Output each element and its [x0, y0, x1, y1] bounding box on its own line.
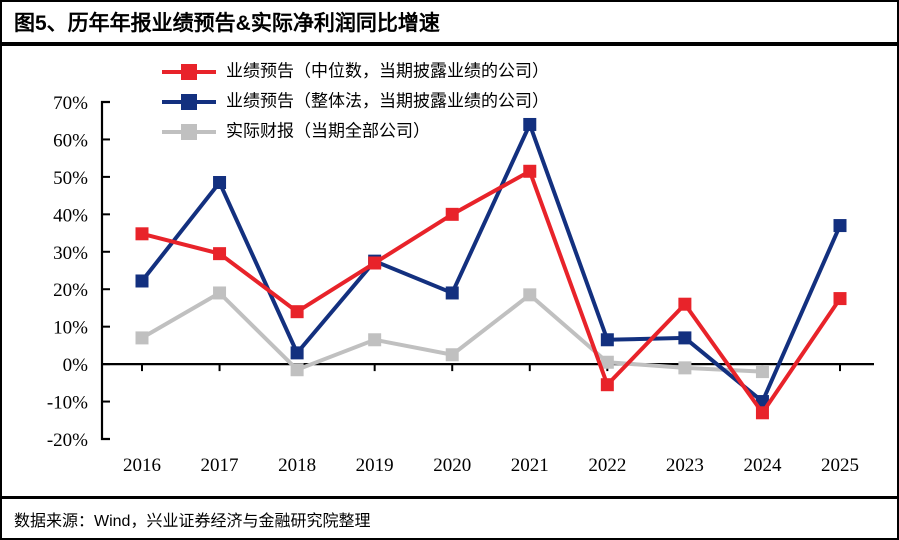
- series-line: [141, 168, 842, 417]
- data-point-marker: [523, 117, 537, 131]
- data-point-marker: [445, 207, 459, 221]
- data-point-marker: [600, 333, 614, 347]
- y-axis-tick-label: 10%: [53, 318, 88, 339]
- y-axis-tick-label: 0%: [63, 355, 89, 376]
- legend-item[interactable]: 业绩预告（整体法，当期披露业绩的公司）: [162, 91, 549, 110]
- data-point-marker: [290, 305, 304, 319]
- y-axis-tick-label: 20%: [53, 280, 88, 301]
- legend-label: 实际财报（当期全部公司）: [226, 121, 430, 140]
- data-point-marker: [523, 288, 537, 302]
- data-point-marker: [445, 286, 459, 300]
- series-1: [135, 164, 847, 420]
- data-point-marker: [213, 247, 227, 261]
- legend-marker-swatch: [181, 64, 197, 80]
- y-axis-tick-label: 60%: [53, 130, 88, 151]
- x-axis-tick-label: 2025: [821, 455, 859, 476]
- data-point-marker: [600, 355, 614, 369]
- data-point-marker: [755, 365, 769, 379]
- y-axis-line: [100, 100, 110, 441]
- data-point-marker: [678, 361, 692, 375]
- data-point-marker: [213, 286, 227, 300]
- x-axis-tick-label: 2022: [588, 455, 626, 476]
- x-axis-tick-label: 2024: [743, 455, 782, 476]
- data-point-marker: [135, 227, 149, 241]
- x-axis-tick-label: 2017: [201, 455, 239, 476]
- data-point-marker: [135, 274, 149, 288]
- legend-item[interactable]: 实际财报（当期全部公司）: [162, 121, 430, 140]
- data-point-marker: [290, 346, 304, 360]
- x-axis-tick-label: 2020: [433, 455, 471, 476]
- data-point-marker: [445, 348, 459, 362]
- chart-plot-area: 70% 60% 50% 40% 30% 20% 10% 0% -10% -20% 2016 2017 2…: [2, 50, 897, 496]
- x-axis-tick-label: 2018: [278, 455, 316, 476]
- figure-footer-bar: 数据来源：Wind，兴业证券经济与金融研究院整理: [2, 496, 897, 538]
- data-point-marker: [135, 331, 149, 345]
- data-point-marker: [523, 164, 537, 178]
- x-axis-tick-label: 2023: [666, 455, 704, 476]
- data-point-marker: [833, 219, 847, 233]
- data-point-marker: [290, 363, 304, 377]
- y-axis-tick-label: 40%: [53, 205, 88, 226]
- x-axis-tick-label: 2019: [356, 455, 394, 476]
- y-axis-tick-label: -10%: [47, 393, 88, 414]
- legend-label: 业绩预告（中位数，当期披露业绩的公司）: [226, 61, 549, 80]
- legend-marker-swatch: [181, 94, 197, 110]
- series-3: [135, 286, 769, 379]
- data-point-marker: [678, 331, 692, 345]
- legend-marker-swatch: [181, 124, 197, 140]
- y-axis-tick-label: 70%: [53, 93, 88, 114]
- series-line: [140, 119, 842, 405]
- y-axis-tick-label: 50%: [53, 168, 88, 189]
- data-point-marker: [368, 333, 382, 347]
- data-point-marker: [213, 176, 227, 190]
- data-point-marker: [368, 256, 382, 270]
- data-point-marker: [833, 292, 847, 306]
- figure-title-bar: 图5、历年年报业绩预告&实际净利润同比增速: [2, 2, 897, 46]
- x-axis-tick-label: 2016: [123, 455, 161, 476]
- y-axis-tick-label: 30%: [53, 243, 88, 264]
- legend-label: 业绩预告（整体法，当期披露业绩的公司）: [226, 91, 549, 110]
- y-axis-tick-label: -20%: [47, 430, 88, 451]
- data-point-marker: [755, 406, 769, 420]
- data-point-marker: [678, 297, 692, 311]
- page-title: 图5、历年年报业绩预告&实际净利润同比增速: [14, 12, 440, 35]
- legend-item[interactable]: 业绩预告（中位数，当期披露业绩的公司）: [162, 61, 549, 80]
- data-point-marker: [600, 378, 614, 392]
- x-axis-tick-label: 2021: [511, 455, 549, 476]
- line-chart: 70% 60% 50% 40% 30% 20% 10% 0% -10% -20% 2016 2017 2…: [47, 61, 874, 476]
- data-source-note: 数据来源：Wind，兴业证券经济与金融研究院整理: [14, 512, 371, 530]
